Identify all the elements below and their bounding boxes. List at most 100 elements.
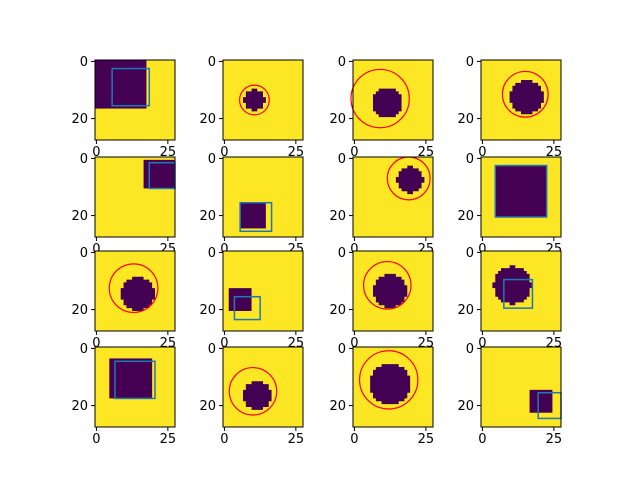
y-tick-label: 20 (71, 112, 88, 127)
y-tick-label: 0 (80, 246, 88, 261)
shape-disk (370, 364, 411, 405)
x-tick-label: 0 (350, 336, 358, 351)
x-tick-label: 25 (418, 432, 435, 447)
image-background (353, 157, 433, 237)
x-tick-label: 25 (546, 145, 563, 160)
axes-frame (222, 346, 304, 428)
subplot-1: 0 25 0 20 (71, 55, 176, 160)
shape-square (95, 60, 147, 109)
shape-disk (373, 88, 402, 118)
y-tick-label: 0 (338, 246, 346, 261)
circle-marker (358, 350, 419, 410)
box-marker (494, 164, 548, 218)
y-tick-label: 0 (466, 246, 474, 261)
y-tick-label: 20 (329, 112, 346, 127)
y-tick-label: 20 (457, 303, 474, 318)
axes-frame (480, 250, 562, 332)
x-tick-label: 0 (92, 432, 100, 447)
x-tick-label: 0 (220, 432, 228, 447)
x-tick-label: 25 (288, 145, 305, 160)
y-tick-label: 0 (208, 55, 216, 70)
y-tick-label: 20 (199, 399, 216, 414)
y-tick-label: 0 (466, 152, 474, 167)
shape-square (228, 288, 252, 311)
box-marker (503, 278, 534, 309)
y-tick-label: 0 (208, 342, 216, 357)
y-tick-label: 0 (338, 342, 346, 357)
x-tick-label: 25 (160, 145, 177, 160)
circle-marker (108, 263, 159, 314)
x-tick-label: 0 (478, 145, 486, 160)
y-tick-label: 20 (329, 399, 346, 414)
box-marker (239, 201, 273, 233)
subplot-14: 0 25 0 20 (199, 342, 304, 447)
subplot-3: 0 25 0 20 (329, 55, 434, 160)
shape-disk (243, 88, 266, 112)
shape-square (495, 165, 547, 217)
x-tick-label: 0 (92, 336, 100, 351)
subplot-16: 0 25 0 20 (457, 342, 562, 447)
shape-disk (120, 276, 155, 311)
axes-frame (480, 156, 562, 238)
shape-square (143, 159, 175, 189)
x-tick-label: 0 (478, 432, 486, 447)
y-tick-label: 0 (338, 55, 346, 70)
axes-frame (94, 156, 176, 238)
y-tick-label: 20 (71, 209, 88, 224)
y-tick-label: 0 (466, 342, 474, 357)
circle-marker (350, 68, 410, 129)
x-tick-label: 25 (546, 432, 563, 447)
shape-square (529, 389, 553, 413)
y-tick-label: 0 (338, 152, 346, 167)
x-tick-label: 0 (350, 145, 358, 160)
y-tick-label: 20 (457, 112, 474, 127)
shape-disk (509, 80, 544, 115)
axes-frame (352, 59, 434, 141)
y-tick-label: 0 (466, 55, 474, 70)
subplot-15: 0 25 0 20 (329, 342, 434, 447)
y-tick-label: 20 (329, 303, 346, 318)
y-tick-label: 0 (80, 152, 88, 167)
axes-frame (352, 346, 434, 428)
y-tick-label: 20 (329, 209, 346, 224)
image-background (481, 347, 561, 427)
y-tick-label: 0 (80, 342, 88, 357)
x-tick-label: 0 (478, 242, 486, 257)
axes-frame (222, 59, 304, 141)
circle-marker (228, 366, 278, 416)
y-tick-label: 0 (208, 246, 216, 261)
y-tick-label: 0 (80, 55, 88, 70)
y-tick-label: 20 (199, 209, 216, 224)
x-tick-label: 25 (288, 432, 305, 447)
x-tick-label: 0 (220, 336, 228, 351)
shape-disk (373, 273, 408, 309)
shape-disk (395, 165, 425, 195)
circle-marker (362, 260, 412, 310)
x-tick-label: 0 (478, 336, 486, 351)
y-tick-label: 0 (208, 152, 216, 167)
x-tick-label: 0 (220, 242, 228, 257)
x-tick-label: 0 (350, 242, 358, 257)
subplot-13: 0 25 0 20 (71, 342, 176, 447)
y-tick-label: 20 (199, 112, 216, 127)
axes-frame (94, 346, 176, 428)
circle-marker (501, 70, 549, 118)
axes-frame (480, 346, 562, 428)
shape-disk (492, 265, 533, 306)
x-tick-label: 0 (92, 145, 100, 160)
x-tick-label: 0 (350, 432, 358, 447)
axes-frame (480, 59, 562, 141)
axes-frame (222, 250, 304, 332)
x-tick-label: 0 (92, 242, 100, 257)
y-tick-label: 20 (199, 303, 216, 318)
y-tick-label: 20 (71, 303, 88, 318)
